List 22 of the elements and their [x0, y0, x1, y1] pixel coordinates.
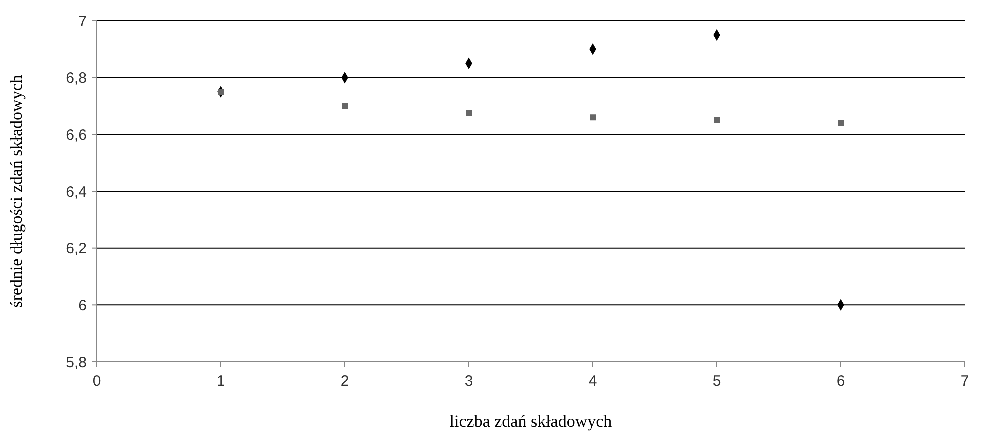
point [714, 117, 720, 124]
x-tick-label: 3 [464, 373, 474, 390]
y-tick-label: 5,8 [66, 354, 87, 372]
x-tick-label: 1 [216, 373, 226, 390]
point [342, 103, 348, 110]
x-tick-label: 2 [340, 373, 350, 390]
y-tick-label: 6,8 [66, 70, 87, 88]
point [838, 120, 844, 126]
x-tick-label: 5 [712, 373, 722, 390]
x-tick-label: 6 [836, 373, 846, 390]
point [466, 110, 472, 116]
y-axis-title: średnie długości zdań składowych [7, 74, 26, 308]
x-tick-label: 0 [92, 373, 102, 390]
y-tick-label: 6,2 [66, 240, 87, 258]
y-tick-label: 6 [78, 297, 87, 314]
x-tick-label: 4 [588, 373, 598, 390]
y-tick-label: 6,6 [66, 126, 87, 144]
y-tick-label: 6,4 [66, 184, 87, 201]
y-tick-label: 7 [78, 13, 87, 30]
point [590, 114, 596, 121]
x-axis-title: liczba zdań składowych [450, 412, 613, 431]
x-tick-label: 7 [960, 373, 970, 390]
